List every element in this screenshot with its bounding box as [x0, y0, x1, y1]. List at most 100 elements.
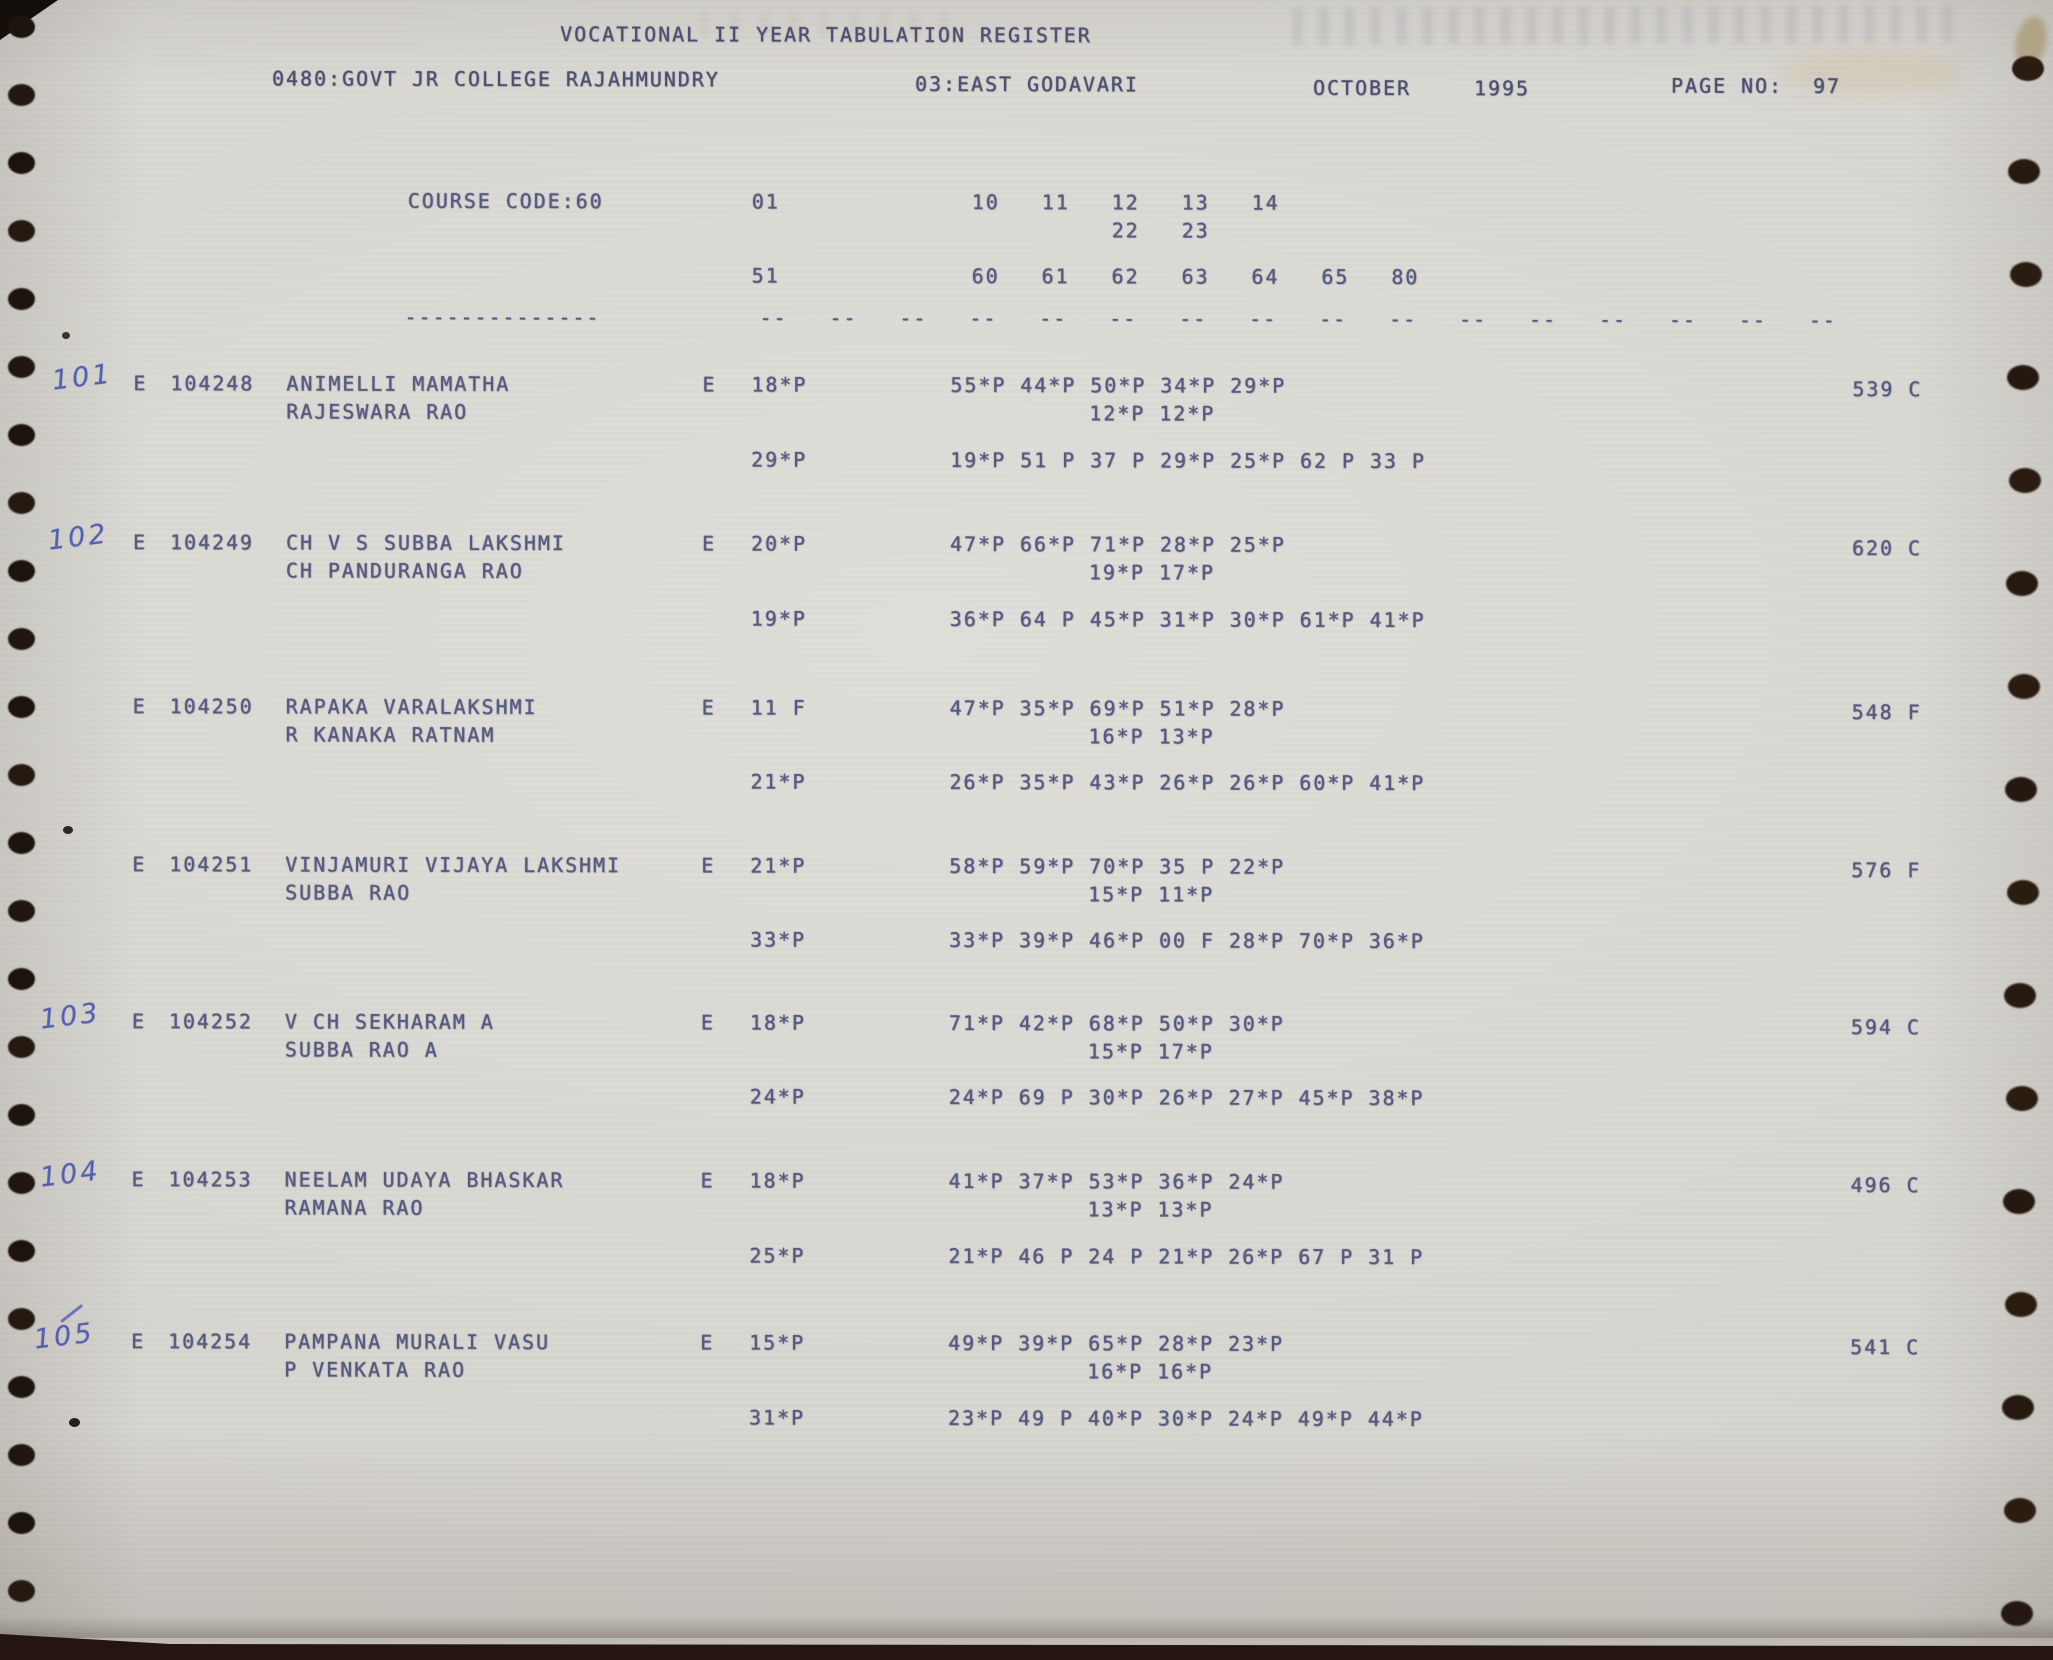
record-father-name: SUBBA RAO [285, 880, 412, 905]
record-exam-flag: E [701, 853, 716, 878]
record-reg-no: 104251 [169, 852, 254, 877]
record-medium: E [131, 1009, 146, 1034]
record-year2-marks: 26*P 35*P 43*P 26*P 26*P 60*P 41*P [949, 769, 1426, 796]
record-year1-marks: 55*P 44*P 50*P 34*P 29*P [950, 372, 1287, 398]
record-total-result: 539 C [1852, 376, 1923, 402]
record-reg-no: 104252 [168, 1009, 253, 1034]
record-total-result: 496 C [1850, 1172, 1921, 1198]
record-exam-flag: E [700, 1330, 715, 1355]
ink-ghost-band [700, 12, 960, 36]
record-student-name: RAPAKA VARALAKSHMI [285, 694, 538, 719]
record-year2-lang-mark: 31*P [748, 1405, 806, 1430]
record-year1-marks-2: 19*P 17*P [1088, 560, 1215, 585]
record-year1-marks: 49*P 39*P 65*P 28*P 23*P [948, 1330, 1285, 1356]
separator-dashes-row: -- -- -- -- -- -- -- -- -- -- -- -- -- -… [759, 305, 1837, 332]
sprocket-holes-left [8, 16, 35, 38]
record-year1-marks-2: 15*P 17*P [1087, 1039, 1214, 1064]
record-year1-marks-2: 12*P 12*P [1089, 401, 1216, 426]
page-number-label: PAGE NO: [1671, 73, 1784, 98]
record-medium: E [131, 1167, 146, 1192]
record-father-name: RAMANA RAO [284, 1195, 425, 1220]
record-reg-no: 104254 [168, 1329, 253, 1354]
record-year2-marks: 21*P 46 P 24 P 21*P 26*P 67 P 31 P [948, 1243, 1425, 1270]
record-year2-marks: 24*P 69 P 30*P 26*P 27*P 45*P 38*P [948, 1084, 1425, 1111]
record-year1-marks-2: 16*P 13*P [1088, 724, 1215, 749]
record-year2-lang-mark: 24*P [749, 1084, 806, 1109]
record-student-name: PAMPANA MURALI VASU [284, 1329, 551, 1355]
record-year2-lang-mark: 25*P [749, 1243, 806, 1268]
record-year1-marks: 58*P 59*P 70*P 35 P 22*P [949, 853, 1286, 879]
record-reg-no: 104248 [170, 371, 255, 396]
record-father-name: RAJESWARA RAO [286, 399, 469, 424]
record-student-name: V CH SEKHARAM A [284, 1009, 495, 1034]
record-medium: E [133, 371, 148, 396]
record-year2-lang-mark: 29*P [751, 447, 808, 472]
record-total-result: 541 C [1850, 1334, 1921, 1360]
page-title: VOCATIONAL II YEAR TABULATION REGISTER [560, 22, 1092, 48]
ink-speck [63, 826, 73, 834]
record-exam-flag: E [701, 531, 717, 556]
exam-year: 1995 [1474, 76, 1531, 101]
subject-codes-row1: 10 11 12 13 14 [971, 189, 1280, 215]
paper-edge-shadow [0, 1616, 2053, 1638]
college-name: 0480:GOVT JR COLLEGE RAJAHMUNDRY [272, 66, 720, 92]
record-year2-marks: 19*P 51 P 37 P 29*P 25*P 62 P 33 P [950, 447, 1426, 474]
record-year1-marks: 47*P 66*P 71*P 28*P 25*P [949, 531, 1286, 557]
record-father-name: SUBBA RAO A [284, 1037, 439, 1062]
record-year1-lang-mark: 20*P [750, 531, 807, 556]
record-year1-lang-mark: 15*P [749, 1330, 806, 1355]
record-medium: E [132, 852, 147, 877]
record-reg-no: 104249 [169, 530, 254, 555]
separator-dashes-left: -------------- [404, 304, 601, 330]
record-father-name: P VENKATA RAO [284, 1357, 467, 1382]
record-exam-flag: E [702, 372, 717, 397]
record-year2-marks: 23*P 49 P 40*P 30*P 24*P 49*P 44*P [947, 1405, 1424, 1432]
record-year1-lang-mark: 21*P [750, 853, 807, 878]
record-year1-marks-2: 16*P 16*P [1087, 1359, 1214, 1384]
record-student-name: VINJAMURI VIJAYA LAKSHMI [285, 852, 622, 878]
record-student-name: ANIMELLI MAMATHA [286, 371, 511, 396]
record-total-result: 576 F [1851, 857, 1922, 883]
record-medium: E [132, 694, 147, 719]
record-year1-lang-mark: 18*P [749, 1168, 806, 1193]
record-total-result: 594 C [1850, 1014, 1921, 1040]
record-father-name: CH PANDURANGA RAO [285, 558, 524, 583]
record-year2-lang-mark: 21*P [750, 769, 807, 794]
paper-stain [1780, 52, 1965, 94]
record-year1-marks: 47*P 35*P 69*P 51*P 28*P [949, 695, 1286, 721]
record-year1-marks: 71*P 42*P 68*P 50*P 30*P [948, 1010, 1285, 1036]
record-year1-lang-mark: 11 F [750, 695, 807, 720]
record-year1-lang-mark: 18*P [751, 372, 808, 397]
record-exam-flag: E [700, 1168, 715, 1193]
record-exam-flag: E [701, 695, 716, 720]
record-medium: E [132, 530, 148, 555]
record-year1-marks-2: 13*P 13*P [1087, 1197, 1214, 1222]
record-total-result: 548 F [1851, 699, 1922, 725]
ink-speck [62, 332, 70, 339]
exam-month: OCTOBER [1313, 75, 1411, 100]
sprocket-holes-right [2012, 56, 2044, 81]
page-number-value: 97 [1813, 73, 1842, 98]
record-student-name: NEELAM UDAYA BHASKAR [284, 1167, 565, 1193]
record-year1-marks-2: 15*P 11*P [1088, 882, 1215, 907]
record-reg-no: 104250 [169, 694, 254, 719]
record-year2-lang-mark: 19*P [750, 606, 807, 631]
record-exam-flag: E [700, 1010, 715, 1035]
record-student-name: CH V S SUBBA LAKSHMI [285, 530, 566, 556]
record-year2-marks: 33*P 39*P 46*P 00 F 28*P 70*P 36*P [949, 927, 1425, 954]
district-name: 03:EAST GODAVARI [915, 71, 1139, 97]
record-total-result: 620 C [1851, 535, 1922, 561]
ink-speck [69, 1418, 80, 1427]
course-code-label: COURSE CODE:60 [407, 188, 604, 214]
record-medium: E [131, 1329, 146, 1354]
record-reg-no: 104253 [168, 1167, 253, 1192]
record-year1-marks: 41*P 37*P 53*P 36*P 24*P [948, 1168, 1285, 1194]
subject-codes-row2: 22 23 [1111, 218, 1210, 243]
subject-codes-row3: 60 61 62 63 64 65 80 [971, 263, 1420, 289]
record-father-name: R KANAKA RATNAM [285, 722, 496, 747]
record-year1-lang-mark: 18*P [749, 1010, 806, 1035]
subject-code-51: 51 [751, 263, 780, 288]
